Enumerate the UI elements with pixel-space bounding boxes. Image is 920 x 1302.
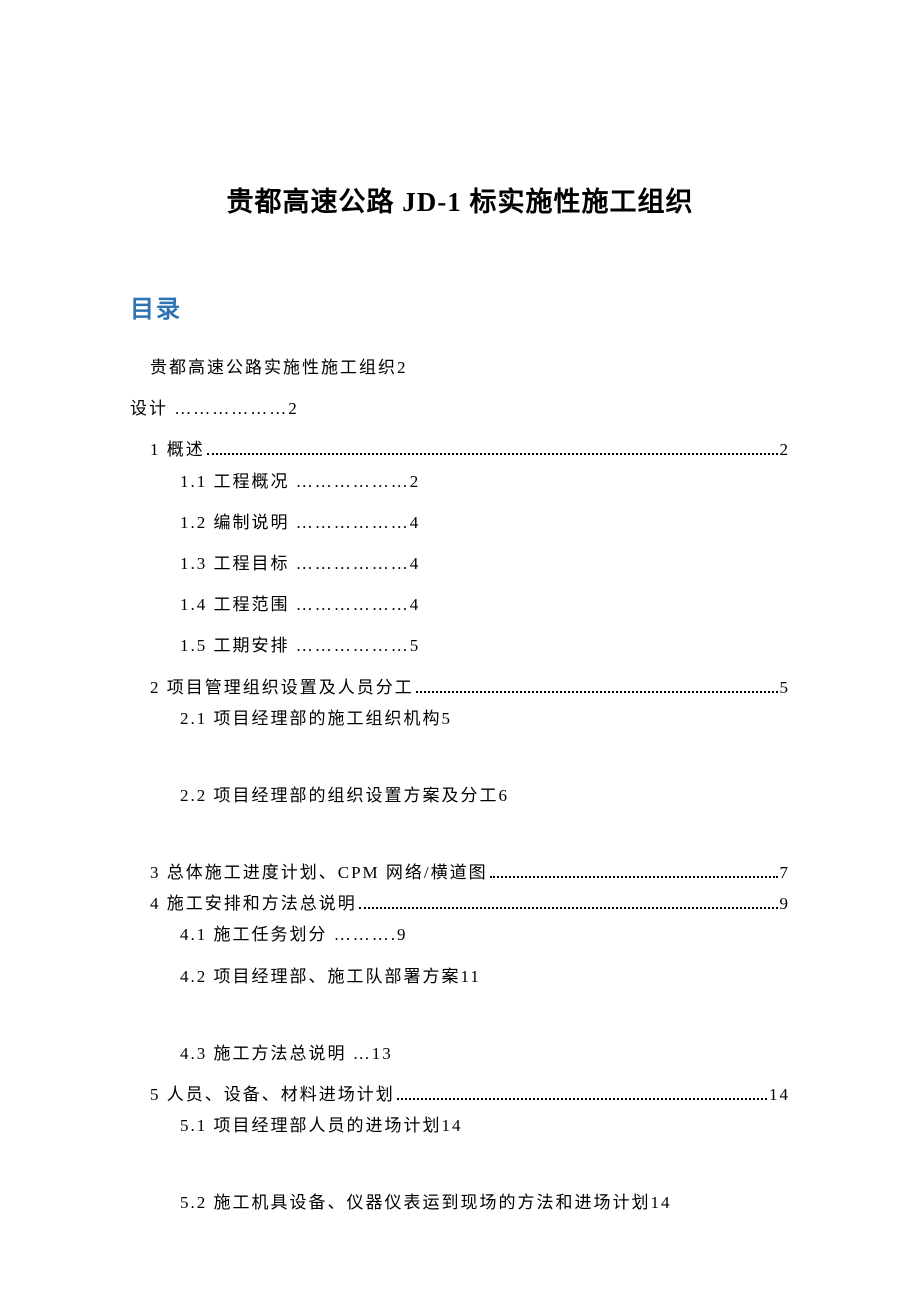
toc-container: 贵都高速公路实施性施工组织2 设计 ………………2 1 概述 2 1.1 工程概况 ……: [130, 354, 790, 1217]
toc-entry-text: 4 施工安排和方法总说明: [150, 890, 357, 917]
toc-entry-text: 5 人员、设备、材料进场计划: [150, 1081, 395, 1108]
toc-entry: 5.2 施工机具设备、仪器仪表运到现场的方法和进场计划14: [180, 1189, 790, 1216]
toc-dots: [359, 907, 778, 909]
toc-dots: [397, 1098, 767, 1100]
toc-heading: 目录: [130, 289, 790, 324]
toc-entry: 4.2 项目经理部、施工队部署方案11: [180, 963, 790, 990]
toc-dots: [207, 453, 778, 455]
toc-entry: 4.1 施工任务划分 ……….9: [180, 921, 790, 948]
toc-entry-page: 2: [780, 436, 791, 463]
toc-dots: [490, 876, 778, 878]
toc-entry-text: 1 概述: [150, 436, 205, 463]
toc-dots: [416, 691, 778, 693]
toc-entry-page: 7: [780, 859, 791, 886]
toc-entry: 1.5 工期安排 ………………5: [180, 632, 790, 659]
toc-entry: 2 项目管理组织设置及人员分工 5: [150, 674, 790, 701]
toc-entry: 4 施工安排和方法总说明 9: [150, 890, 790, 917]
toc-entry: 1.2 编制说明 ………………4: [180, 509, 790, 536]
toc-entry-page: 14: [769, 1081, 790, 1108]
toc-entry: 2.1 项目经理部的施工组织机构5: [180, 705, 790, 732]
toc-entry-text: 3 总体施工进度计划、CPM 网络/横道图: [150, 859, 488, 886]
toc-entry: 5 人员、设备、材料进场计划 14: [150, 1081, 790, 1108]
toc-entry: 贵都高速公路实施性施工组织2: [150, 354, 790, 381]
toc-entry: 1.4 工程范围 ………………4: [180, 591, 790, 618]
toc-entry: 1 概述 2: [150, 436, 790, 463]
toc-entry: 5.1 项目经理部人员的进场计划14: [180, 1112, 790, 1139]
toc-entry: 3 总体施工进度计划、CPM 网络/横道图 7: [150, 859, 790, 886]
toc-entry: 设计 ………………2: [130, 395, 790, 422]
toc-entry: 2.2 项目经理部的组织设置方案及分工6: [180, 782, 790, 809]
toc-entry-page: 5: [780, 674, 791, 701]
document-title: 贵都高速公路 JD-1 标实施性施工组织: [130, 180, 790, 219]
toc-entry: 1.1 工程概况 ………………2: [180, 468, 790, 495]
toc-entry: 4.3 施工方法总说明 …13: [180, 1040, 790, 1067]
toc-entry: 1.3 工程目标 ………………4: [180, 550, 790, 577]
toc-entry-page: 9: [780, 890, 791, 917]
toc-entry-text: 2 项目管理组织设置及人员分工: [150, 674, 414, 701]
